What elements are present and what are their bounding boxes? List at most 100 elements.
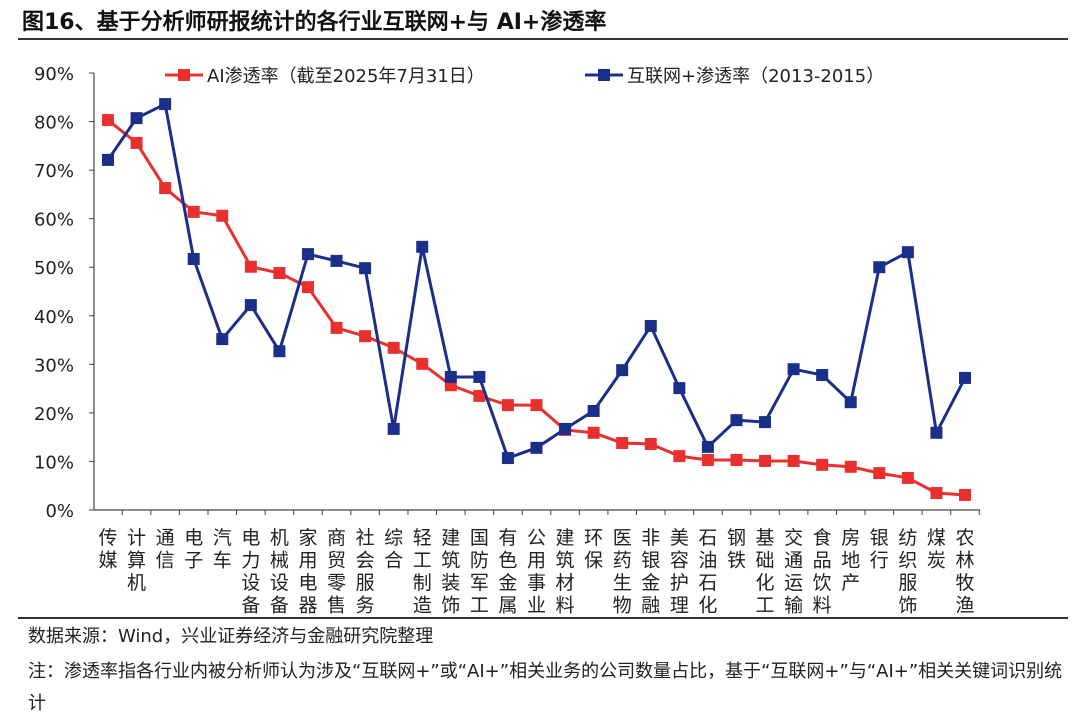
y-tick-label: 10% <box>34 452 74 473</box>
x-tick-label: 建筑装饰 <box>441 527 460 617</box>
data-point-0 <box>216 209 229 222</box>
data-point-1 <box>330 254 343 267</box>
data-point-1 <box>130 112 143 125</box>
legend-label-1: 互联网+渗透率（2013-2015） <box>627 66 884 87</box>
legend-marker-1 <box>598 69 610 81</box>
y-tick-label: 0% <box>45 501 74 522</box>
data-point-1 <box>216 333 229 346</box>
y-tick-label: 30% <box>34 355 74 376</box>
data-point-1 <box>359 262 372 275</box>
x-tick-label: 国防军工 <box>470 527 489 617</box>
data-point-0 <box>501 399 514 412</box>
x-tick-label: 有色金属 <box>498 527 517 617</box>
data-point-1 <box>959 371 971 384</box>
data-point-0 <box>130 136 143 149</box>
bottom-rule <box>18 617 1068 619</box>
data-point-0 <box>273 267 286 280</box>
x-tick-label: 银行 <box>870 527 889 572</box>
data-point-1 <box>730 414 743 427</box>
legend-marker-0 <box>178 69 190 81</box>
x-tick-label: 交通运输 <box>784 527 803 617</box>
note-text: 注：渗透率指各行业内被分析师认为涉及“互联网+”或“AI+”相关业务的公司数量占… <box>28 661 1063 714</box>
data-point-1 <box>501 452 514 465</box>
y-tick-label: 80% <box>34 113 74 134</box>
series-line-0 <box>107 118 966 497</box>
x-tick-label: 建筑材料 <box>556 527 575 617</box>
data-point-0 <box>330 321 343 334</box>
x-tick-label: 环保 <box>584 527 603 572</box>
data-point-0 <box>930 487 943 500</box>
data-point-1 <box>301 248 314 261</box>
data-point-0 <box>959 488 971 501</box>
y-tick-label: 90% <box>34 64 74 85</box>
data-point-0 <box>816 458 829 471</box>
data-point-0 <box>530 399 543 412</box>
data-point-1 <box>901 246 914 259</box>
x-tick-label: 电子 <box>184 527 203 572</box>
top-rule <box>18 38 1068 40</box>
data-point-0 <box>844 460 857 473</box>
x-tick-label: 家用电器 <box>298 527 317 617</box>
x-tick-label: 食品饮料 <box>813 527 832 617</box>
data-point-1 <box>759 416 772 429</box>
data-point-0 <box>159 182 172 195</box>
x-tick-label: 煤炭 <box>927 527 946 572</box>
data-point-1 <box>930 426 943 439</box>
x-tick-label: 轻工制造 <box>413 527 432 617</box>
y-tick-label: 40% <box>34 307 74 328</box>
data-point-1 <box>644 319 657 332</box>
x-tick-label: 汽车 <box>213 527 232 572</box>
data-point-0 <box>730 453 743 466</box>
data-point-1 <box>273 345 286 358</box>
data-point-1 <box>102 153 114 166</box>
data-point-1 <box>673 382 686 395</box>
y-tick-label: 20% <box>34 404 74 425</box>
x-tick-label: 商贸零售 <box>327 527 346 617</box>
data-point-1 <box>844 396 857 409</box>
x-tick-label: 通信 <box>156 527 175 572</box>
x-tick-label: 综合 <box>384 527 403 572</box>
data-point-0 <box>873 467 886 480</box>
x-tick-label: 计算机 <box>127 527 146 594</box>
y-tick-label: 60% <box>34 210 74 231</box>
data-point-0 <box>473 389 486 402</box>
x-tick-label: 纺织服饰 <box>898 527 917 617</box>
data-point-0 <box>387 341 400 354</box>
data-point-1 <box>559 422 572 435</box>
data-point-1 <box>159 98 172 111</box>
source-text: 数据来源：Wind，兴业证券经济与金融研究院整理 <box>28 626 434 647</box>
data-point-1 <box>616 364 629 377</box>
x-tick-label: 电力设备 <box>241 527 260 617</box>
x-tick-label: 美容护理 <box>670 527 689 617</box>
x-tick-label: 公用事业 <box>527 527 546 617</box>
x-tick-label: 机械设备 <box>270 527 289 617</box>
data-point-1 <box>444 370 457 383</box>
data-point-0 <box>673 450 686 463</box>
data-point-1 <box>387 422 400 435</box>
data-point-1 <box>187 252 200 265</box>
data-point-0 <box>901 471 914 484</box>
data-point-0 <box>701 453 714 466</box>
data-point-0 <box>102 114 114 127</box>
data-point-0 <box>616 436 629 449</box>
x-tick-label: 房地产 <box>841 527 860 594</box>
y-tick-label: 70% <box>34 161 74 182</box>
data-point-1 <box>787 363 800 376</box>
x-tick-label: 农林牧渔 <box>955 527 974 617</box>
data-point-0 <box>359 330 372 343</box>
data-point-1 <box>530 441 543 454</box>
x-tick-label: 医药生物 <box>613 527 632 617</box>
data-point-0 <box>416 357 429 370</box>
x-tick-label: 传媒 <box>98 527 117 572</box>
data-point-0 <box>644 437 657 450</box>
data-point-0 <box>787 454 800 467</box>
x-tick-label: 钢铁 <box>727 527 746 572</box>
data-point-0 <box>759 454 772 467</box>
data-point-1 <box>473 370 486 383</box>
x-tick-label: 非银金融 <box>641 527 660 617</box>
x-tick-label: 基础化工 <box>756 527 775 617</box>
data-point-1 <box>816 369 829 382</box>
data-point-1 <box>701 440 714 453</box>
y-tick-label: 50% <box>34 258 74 279</box>
